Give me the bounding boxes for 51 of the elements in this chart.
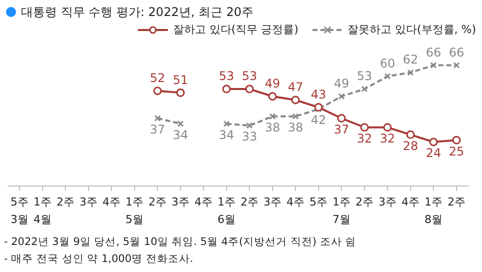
legend-label: 잘못하고 있다(부정률, %) xyxy=(347,22,476,36)
data-label: 34 xyxy=(172,128,188,142)
data-label: 60 xyxy=(380,56,396,70)
data-label: 37 xyxy=(150,122,166,136)
x-tick-label: 1주 8월 xyxy=(424,195,442,226)
x-tick-label: 2주 xyxy=(148,195,166,208)
x-tick-label: 2주 xyxy=(240,195,258,208)
data-label: 24 xyxy=(426,146,442,160)
x-tick-label: 4주 xyxy=(102,195,120,208)
data-label: 32 xyxy=(380,132,396,146)
x-tick-label: 3주 xyxy=(378,195,396,208)
x-tick-label: 5주 xyxy=(310,195,328,208)
x-tick-label: 1주 4월 xyxy=(34,195,52,226)
data-label: 25 xyxy=(448,144,464,158)
x-tick-label: 1주 5월 xyxy=(126,195,144,226)
data-label: 51 xyxy=(172,72,188,87)
x-tick-label: 4주 xyxy=(402,195,420,208)
x-tick-label: 4주 xyxy=(286,195,304,208)
data-label: 38 xyxy=(264,120,280,135)
data-label: 28 xyxy=(402,138,418,153)
data-label: 42 xyxy=(310,113,326,128)
data-label: 34 xyxy=(218,128,234,142)
data-label: 32 xyxy=(356,132,372,146)
x-tick-label: 4주 xyxy=(194,195,212,208)
text: - 2022년 3월 9일 당선, 5월 10일 취임. 5월 4주(지방선거 직전) 조사 쉼 xyxy=(4,235,356,250)
data-label: 53 xyxy=(242,69,258,84)
data-label: 33 xyxy=(242,130,258,144)
data-label: 43 xyxy=(310,87,326,102)
x-tick-label: 5주 3월 xyxy=(10,195,28,226)
data-label: 49 xyxy=(264,76,280,90)
x-tick-label: 3주 xyxy=(80,195,98,208)
legend-label: 잘하고 있다(직무 긍정률) xyxy=(172,22,298,36)
x-tick-label: 2주 xyxy=(56,195,74,208)
x-tick-label: 3주 xyxy=(172,195,190,208)
x-tick-label: 2주 xyxy=(448,195,466,208)
data-label: 52 xyxy=(150,70,166,85)
data-label: 38 xyxy=(288,120,304,135)
data-label: 66 xyxy=(448,45,464,60)
x-tick-label: 1주 7월 xyxy=(332,195,350,226)
data-label: 66 xyxy=(426,45,442,60)
x-tick-label: 1주 6월 xyxy=(218,195,236,226)
data-label: 62 xyxy=(402,52,418,67)
data-label: 53 xyxy=(218,69,234,84)
data-label: 49 xyxy=(334,76,350,90)
data-label: 53 xyxy=(356,69,372,84)
data-label: 47 xyxy=(288,80,304,94)
text: - 매주 전국 성인 약 1,000명 전화조사. xyxy=(4,252,194,267)
data-label: 37 xyxy=(334,122,350,136)
chart-title: 대통령 직무 수행 평가: 2022년, 최근 20주 xyxy=(21,4,254,20)
x-tick-label: 3주 xyxy=(264,195,282,208)
x-tick-label: 2주 xyxy=(356,195,374,208)
